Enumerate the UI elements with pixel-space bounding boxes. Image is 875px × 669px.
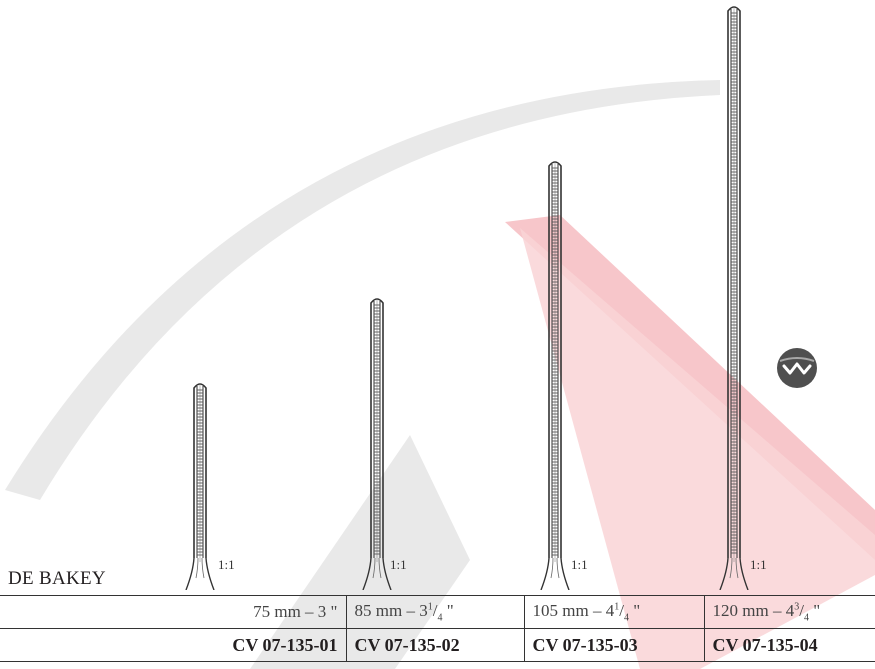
size-row: 75 mm – 3 " 85 mm – 31/4 " 105 mm – 41/4… [0,595,875,629]
watermark-gray-arc [5,80,720,500]
series-title: DE BAKEY [8,568,106,589]
code-cell-3: CV 07-135-03 [523,628,704,662]
size-cell-2: 85 mm – 31/4 " [345,595,524,629]
spec-table: 75 mm – 3 " 85 mm – 31/4 " 105 mm – 41/4… [0,595,875,662]
scale-label-2: 1:1 [390,557,407,572]
scale-label-3: 1:1 [571,557,588,572]
size-row-header [0,595,173,629]
code-row-header [0,628,173,662]
instrument-2 [362,298,392,590]
code-cell-4: CV 07-135-04 [703,628,875,662]
watermark-red-band [520,228,875,669]
scale-label-1: 1:1 [218,557,235,572]
size-cell-4: 120 mm – 43/4 " [703,595,875,629]
wave-logo-icon [777,348,817,388]
instrument-4 [719,6,749,590]
code-cell-1: CV 07-135-01 [173,628,346,662]
code-row: CV 07-135-01 CV 07-135-02 CV 07-135-03 C… [0,628,875,662]
code-cell-2: CV 07-135-02 [345,628,524,662]
size-cell-3: 105 mm – 41/4 " [523,595,704,629]
size-cell-1: 75 mm – 3 " [173,595,346,629]
instrument-3 [540,161,570,590]
scale-label-4: 1:1 [750,557,767,572]
instrument-1 [185,383,215,590]
